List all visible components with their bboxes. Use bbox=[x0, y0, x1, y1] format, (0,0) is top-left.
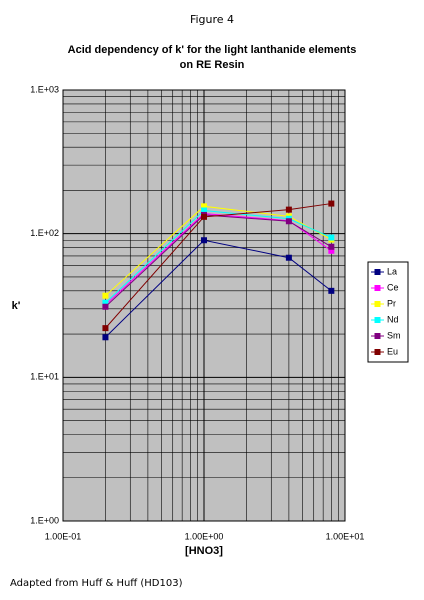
chart-title: Acid dependency of k' for the light lant… bbox=[68, 44, 357, 56]
legend-label: Ce bbox=[387, 282, 399, 292]
y-tick-label: 1.E+00 bbox=[30, 515, 59, 525]
data-point bbox=[102, 292, 109, 299]
legend-marker bbox=[374, 285, 381, 291]
data-point bbox=[328, 200, 335, 207]
data-point bbox=[328, 287, 335, 294]
data-point bbox=[285, 206, 292, 213]
legend-box bbox=[367, 261, 409, 363]
y-tick-label: 1.E+01 bbox=[30, 372, 59, 382]
legend-marker bbox=[374, 317, 381, 323]
figure-label: Figure 4 bbox=[190, 13, 234, 26]
legend-label: Eu bbox=[387, 346, 398, 356]
x-tick-label: 1.00E+01 bbox=[326, 531, 365, 541]
legend-marker bbox=[374, 333, 381, 339]
data-point bbox=[328, 234, 335, 241]
legend-marker bbox=[374, 301, 381, 307]
y-tick-label: 1.E+02 bbox=[30, 228, 59, 238]
y-axis-label: k' bbox=[12, 300, 21, 312]
data-point bbox=[102, 334, 109, 341]
x-tick-label: 1.00E+00 bbox=[185, 531, 224, 541]
series-line bbox=[105, 213, 332, 306]
footer-note: Adapted from Huff & Huff (HD103) bbox=[10, 578, 183, 589]
data-point bbox=[285, 254, 292, 261]
legend-label: Sm bbox=[387, 330, 401, 340]
series-line bbox=[105, 209, 332, 304]
data-point bbox=[201, 237, 207, 244]
legend-marker bbox=[374, 269, 381, 275]
x-tick-label: 1.00E-01 bbox=[45, 531, 82, 541]
series-line bbox=[105, 203, 332, 329]
x-axis-label: [HNO3] bbox=[185, 545, 223, 557]
y-tick-label: 1.E+03 bbox=[30, 84, 59, 94]
series-line bbox=[105, 214, 332, 308]
legend-marker bbox=[374, 349, 381, 355]
legend-label: Nd bbox=[387, 314, 399, 324]
legend-label: La bbox=[387, 266, 397, 276]
chart-title: on RE Resin bbox=[180, 59, 245, 71]
legend-label: Pr bbox=[387, 298, 396, 308]
data-point bbox=[328, 243, 335, 250]
series-line bbox=[105, 239, 332, 338]
data-point bbox=[102, 303, 109, 310]
data-point bbox=[102, 325, 109, 332]
data-point bbox=[201, 213, 207, 220]
data-point bbox=[285, 218, 292, 225]
